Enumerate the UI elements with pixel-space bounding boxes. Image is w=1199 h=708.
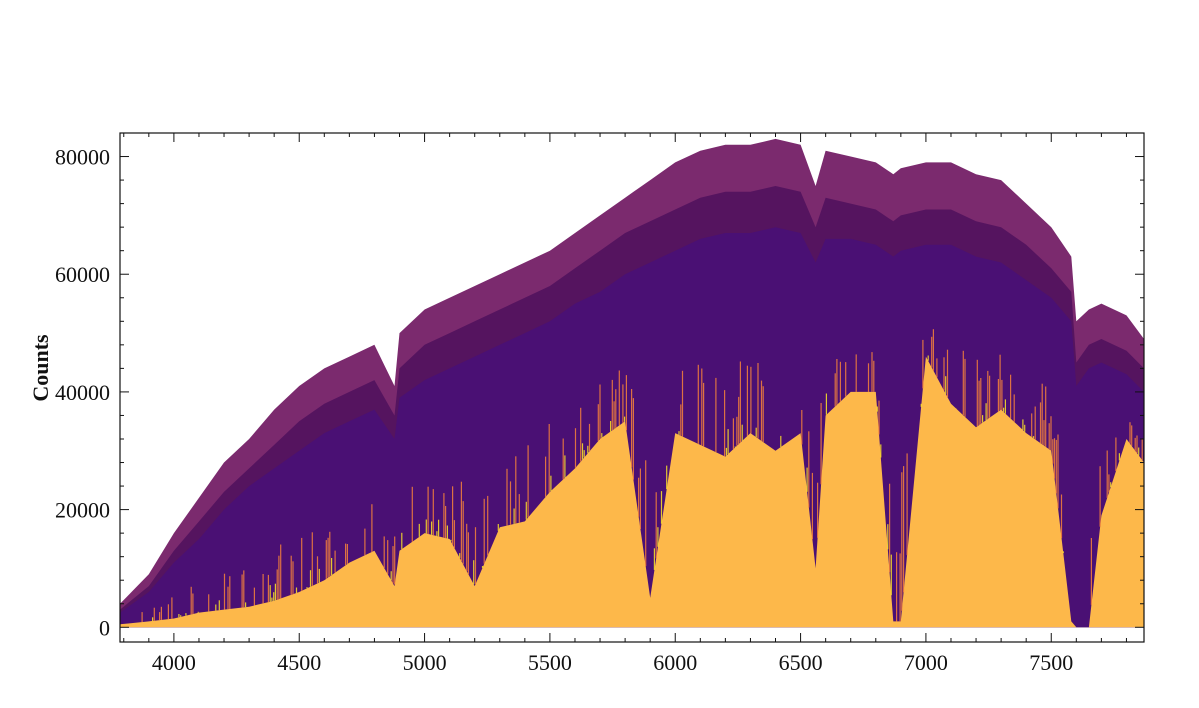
y-tick-label: 0 xyxy=(99,615,110,640)
x-tick-label: 5000 xyxy=(403,650,447,675)
y-tick-label: 40000 xyxy=(55,380,110,405)
x-tick-label: 6000 xyxy=(653,650,697,675)
x-tick-label: 6500 xyxy=(779,650,823,675)
series-layer xyxy=(120,138,1144,628)
y-tick-label: 80000 xyxy=(55,145,110,170)
ticks-layer: 4000 4500 5000 5500 6000 6500 7000 7500 0 20000 40… xyxy=(55,132,1144,675)
x-tick-label: 4000 xyxy=(152,650,196,675)
plot-frame xyxy=(119,132,1145,643)
x-tick-label: 4500 xyxy=(277,650,321,675)
y-axis-title: Counts xyxy=(28,334,53,402)
spectral-lines-layer xyxy=(141,329,1143,623)
x-tick-label: 7000 xyxy=(904,650,948,675)
x-tick-label: 7500 xyxy=(1029,650,1073,675)
x-tick-label: 5500 xyxy=(528,650,572,675)
y-tick-label: 20000 xyxy=(55,498,110,523)
series-area-4 xyxy=(120,356,1144,628)
y-tick-label: 60000 xyxy=(55,262,110,287)
